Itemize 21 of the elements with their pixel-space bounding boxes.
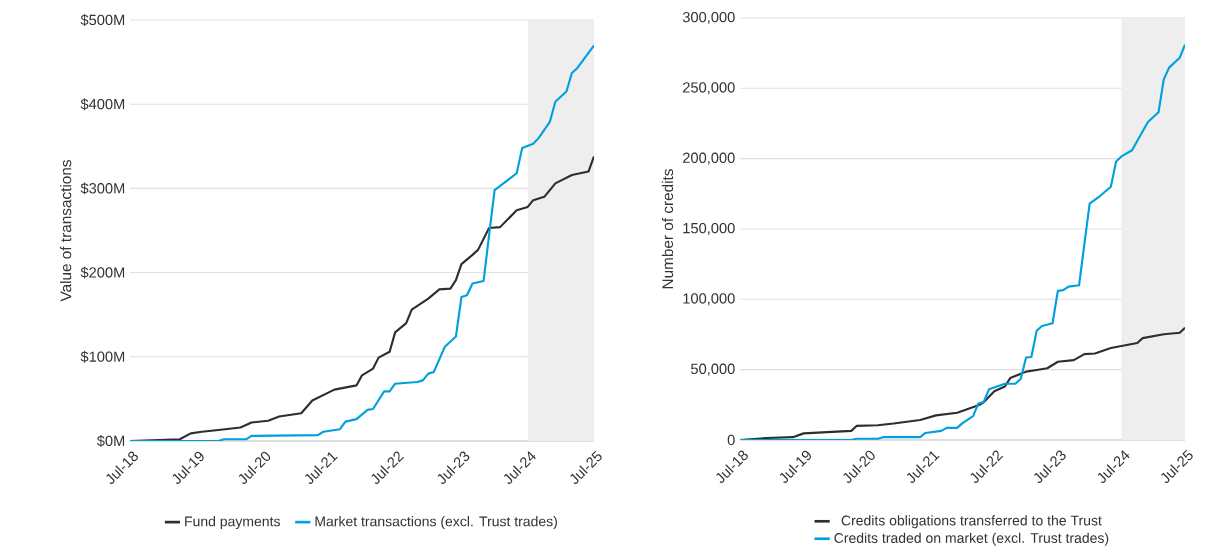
y-tick-label: $0M bbox=[96, 435, 125, 447]
y-tick-label: 200,000 bbox=[683, 152, 735, 165]
y-tick-label: 150,000 bbox=[683, 222, 735, 236]
y-tick-label: 100,000 bbox=[683, 293, 735, 306]
line-series bbox=[130, 44, 595, 441]
y-axis-title: Number of credits bbox=[661, 169, 674, 289]
legend-label: Fund payments bbox=[185, 516, 280, 530]
y-tick-label: 0 bbox=[727, 434, 735, 446]
y-tick-label: 250,000 bbox=[683, 82, 735, 95]
legend-label: Credits obligations transferred to the Trust bbox=[841, 515, 1102, 529]
legend-label: Credits traded on market (excl. Trust trades) bbox=[834, 532, 1109, 546]
legend-label: Market transactions (excl. Trust trades) bbox=[315, 516, 557, 530]
y-tick-label: $300M bbox=[80, 182, 125, 195]
line-series bbox=[740, 43, 1185, 440]
y-axis-title: Value of transactions bbox=[60, 160, 72, 302]
y-tick-label: 50,000 bbox=[691, 363, 735, 376]
y-tick-label: $500M bbox=[80, 14, 125, 26]
y-tick-label: $200M bbox=[80, 266, 125, 279]
y-tick-label: $100M bbox=[80, 350, 125, 363]
y-tick-label: 300,000 bbox=[682, 11, 735, 25]
y-tick-label: $400M bbox=[80, 98, 125, 111]
